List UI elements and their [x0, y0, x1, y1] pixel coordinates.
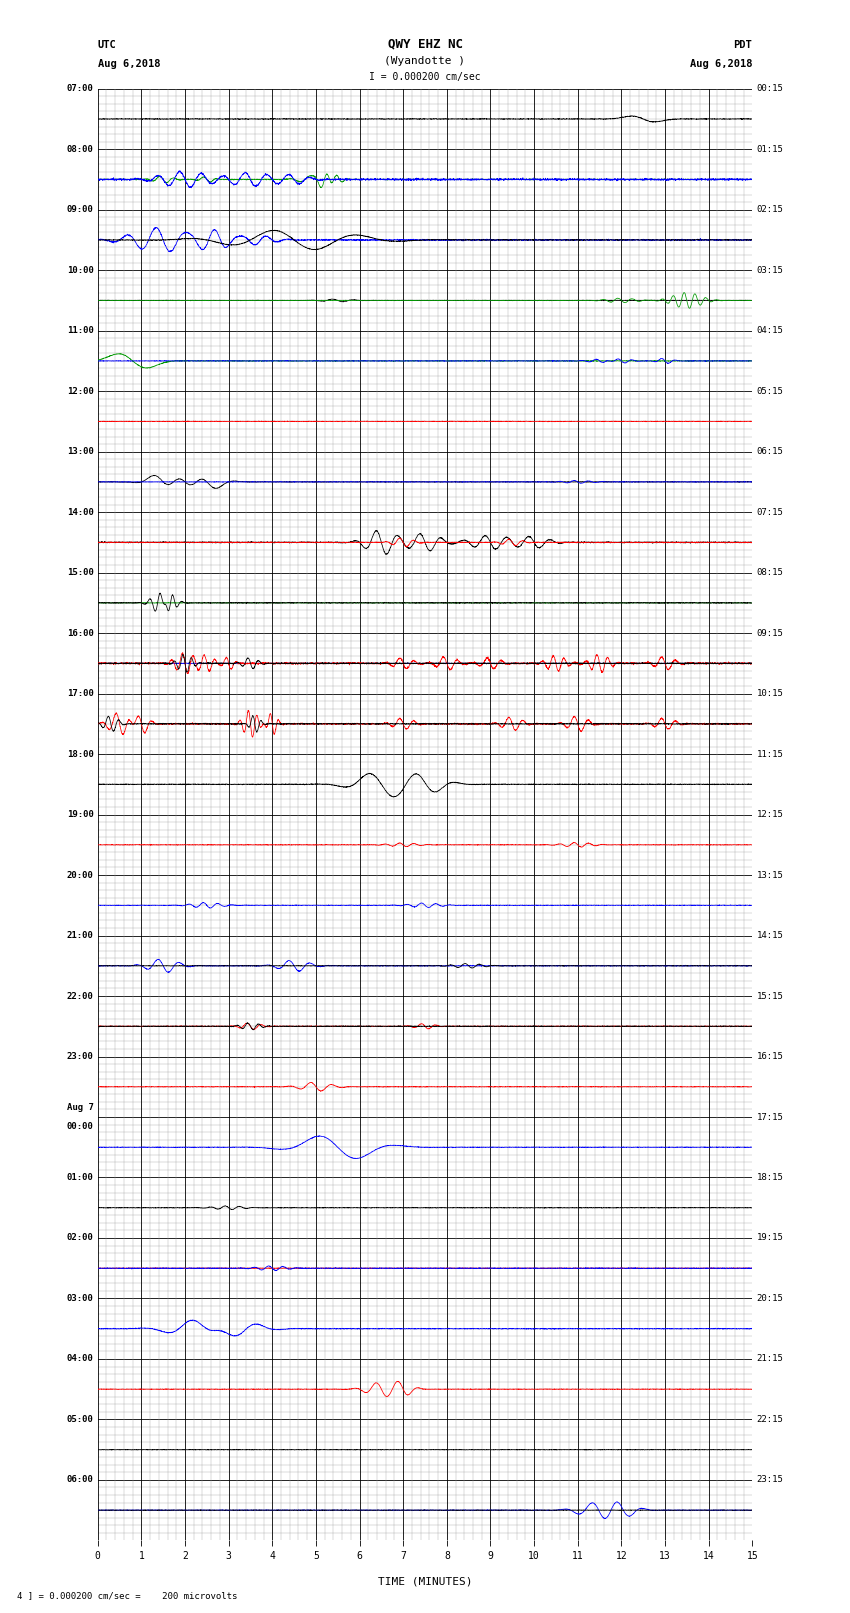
Text: Aug 7: Aug 7 — [66, 1103, 94, 1113]
Text: 07:15: 07:15 — [756, 508, 784, 516]
Text: 02:15: 02:15 — [756, 205, 784, 215]
Text: 09:00: 09:00 — [66, 205, 94, 215]
Text: 22:00: 22:00 — [66, 992, 94, 1000]
Text: 15:15: 15:15 — [756, 992, 784, 1000]
Text: 22:15: 22:15 — [756, 1415, 784, 1424]
Text: 14:00: 14:00 — [66, 508, 94, 516]
Text: 10:00: 10:00 — [66, 266, 94, 274]
Text: 06:00: 06:00 — [66, 1476, 94, 1484]
Text: PDT: PDT — [734, 40, 752, 50]
Text: Aug 6,2018: Aug 6,2018 — [689, 60, 752, 69]
Text: 13:00: 13:00 — [66, 447, 94, 456]
Text: UTC: UTC — [98, 40, 116, 50]
Text: 05:15: 05:15 — [756, 387, 784, 395]
Text: 04:15: 04:15 — [756, 326, 784, 336]
Text: 07:00: 07:00 — [66, 84, 94, 94]
Text: 17:00: 17:00 — [66, 689, 94, 698]
Text: (Wyandotte ): (Wyandotte ) — [384, 56, 466, 66]
Text: 23:15: 23:15 — [756, 1476, 784, 1484]
X-axis label: TIME (MINUTES): TIME (MINUTES) — [377, 1578, 473, 1587]
Text: 01:00: 01:00 — [66, 1173, 94, 1182]
Text: 16:15: 16:15 — [756, 1052, 784, 1061]
Text: 19:00: 19:00 — [66, 810, 94, 819]
Text: 18:15: 18:15 — [756, 1173, 784, 1182]
Text: 05:00: 05:00 — [66, 1415, 94, 1424]
Text: 16:00: 16:00 — [66, 629, 94, 637]
Text: 15:00: 15:00 — [66, 568, 94, 577]
Text: 19:15: 19:15 — [756, 1234, 784, 1242]
Text: 18:00: 18:00 — [66, 750, 94, 758]
Text: 12:00: 12:00 — [66, 387, 94, 395]
Text: 11:15: 11:15 — [756, 750, 784, 758]
Text: 17:15: 17:15 — [756, 1113, 784, 1121]
Text: 10:15: 10:15 — [756, 689, 784, 698]
Text: 09:15: 09:15 — [756, 629, 784, 637]
Text: 08:15: 08:15 — [756, 568, 784, 577]
Text: Aug 6,2018: Aug 6,2018 — [98, 60, 161, 69]
Text: 00:00: 00:00 — [66, 1123, 94, 1131]
Text: 04:00: 04:00 — [66, 1355, 94, 1363]
Text: 21:15: 21:15 — [756, 1355, 784, 1363]
Text: QWY EHZ NC: QWY EHZ NC — [388, 37, 462, 50]
Text: 01:15: 01:15 — [756, 145, 784, 153]
Text: 03:00: 03:00 — [66, 1294, 94, 1303]
Text: 03:15: 03:15 — [756, 266, 784, 274]
Text: 12:15: 12:15 — [756, 810, 784, 819]
Text: 20:15: 20:15 — [756, 1294, 784, 1303]
Text: 4 ] = 0.000200 cm/sec =    200 microvolts: 4 ] = 0.000200 cm/sec = 200 microvolts — [17, 1590, 237, 1600]
Text: 14:15: 14:15 — [756, 931, 784, 940]
Text: 06:15: 06:15 — [756, 447, 784, 456]
Text: I = 0.000200 cm/sec: I = 0.000200 cm/sec — [369, 73, 481, 82]
Text: 21:00: 21:00 — [66, 931, 94, 940]
Text: 08:00: 08:00 — [66, 145, 94, 153]
Text: 00:15: 00:15 — [756, 84, 784, 94]
Text: 11:00: 11:00 — [66, 326, 94, 336]
Text: 23:00: 23:00 — [66, 1052, 94, 1061]
Text: 20:00: 20:00 — [66, 871, 94, 879]
Text: 13:15: 13:15 — [756, 871, 784, 879]
Text: 02:00: 02:00 — [66, 1234, 94, 1242]
